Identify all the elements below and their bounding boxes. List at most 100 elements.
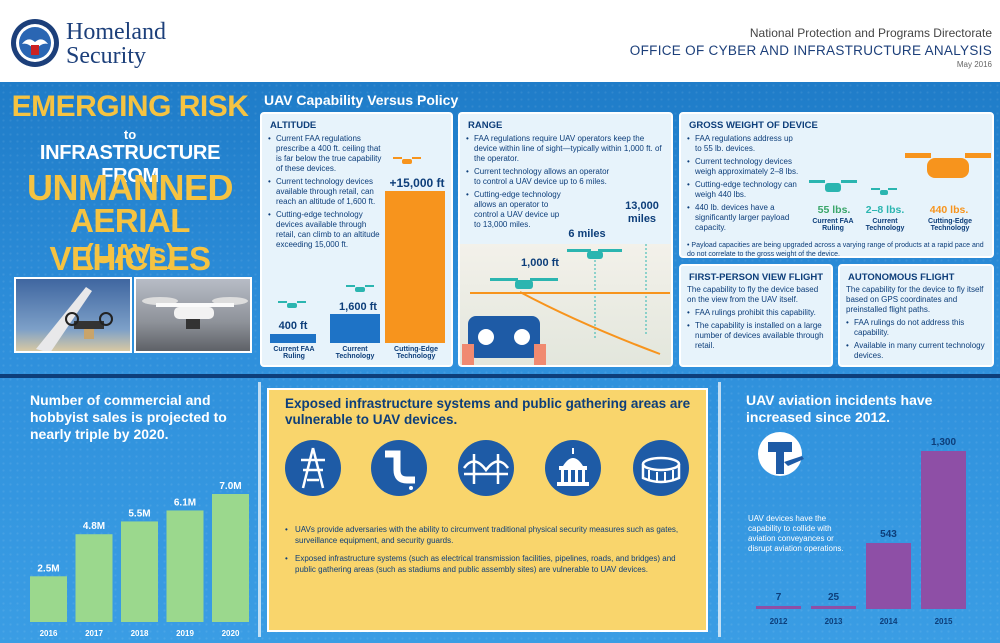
range-bullet: Cutting-edge technology allows an operat… <box>466 190 566 230</box>
capitol-icon <box>545 440 601 496</box>
altitude-bar-value: 1,600 ft <box>339 301 377 313</box>
pipeline-icon <box>371 440 427 496</box>
office-name: OFFICE OF CYBER AND INFRASTRUCTURE ANALY… <box>629 43 992 58</box>
column-divider <box>258 382 261 637</box>
range-title: RANGE <box>468 120 503 131</box>
altitude-bar <box>330 314 380 343</box>
drone-icon <box>809 180 857 192</box>
incidents-bar-value: 7 <box>776 592 782 603</box>
weight-bullet: FAA regulations address up to 55 lb. dev… <box>687 134 799 154</box>
agency-name: Homeland Security <box>66 19 166 69</box>
stadium-icon <box>633 440 689 496</box>
header: Homeland Security National Protection an… <box>0 0 1000 82</box>
fpv-bullet: FAA rulings prohibit this capability. <box>687 308 827 318</box>
altitude-bar <box>385 191 445 343</box>
sales-bar <box>75 534 113 622</box>
sales-bar-value: 5.5M <box>128 508 150 519</box>
incidents-chart: 7 2012 25 2013 543 2014 1,300 2015 <box>756 437 966 626</box>
bridge-icon <box>458 440 514 496</box>
exposed-bullet: Exposed infrastructure systems (such as … <box>285 554 695 575</box>
incidents-year-label: 2012 <box>770 617 788 626</box>
weight-title: GROSS WEIGHT OF DEVICE <box>689 120 818 131</box>
altitude-bullet: Current technology devices available thr… <box>268 177 388 207</box>
weight-note-text: Payload capacities are being upgraded ac… <box>687 242 984 258</box>
sales-bar-value: 2.5M <box>37 563 59 574</box>
bullet-mark: • <box>687 242 692 249</box>
sales-year-label: 2019 <box>176 629 194 638</box>
weight-bullet: 440 lb. devices have a significantly lar… <box>687 203 799 233</box>
incidents-bar-value: 543 <box>880 529 897 540</box>
altitude-bar-value: 400 ft <box>278 320 308 332</box>
weight-note: • Payload capacities are being upgraded … <box>687 242 992 259</box>
main-area: EMERGING RISK to INFRASTRUCTURE FROM UNM… <box>0 82 1000 643</box>
fpv-intro: The capability to fly the device based o… <box>687 285 819 304</box>
exposed-bullet: UAVs provide adversaries with the abilit… <box>285 525 695 546</box>
altitude-panel: ALTITUDE Current FAA regulations prescri… <box>260 112 453 367</box>
fpv-title: FIRST-PERSON VIEW FLIGHT <box>689 272 824 283</box>
range-text: FAA regulations require UAV operators ke… <box>466 134 666 233</box>
sales-chart: 2.5M 2016 4.8M 2017 5.5M 2018 6.1M 2019 7.0M 2020 <box>30 481 249 638</box>
range-bullet: FAA regulations require UAV operators ke… <box>466 134 666 164</box>
weight-label: Current FAA Ruling <box>812 218 854 232</box>
altitude-bar <box>270 334 316 343</box>
fpv-panel: FIRST-PERSON VIEW FLIGHT The capability … <box>679 264 833 367</box>
auto-intro: The capability for the device to fly its… <box>846 285 984 314</box>
header-right: National Protection and Programs Directo… <box>630 26 992 69</box>
aircraft-photo <box>14 277 132 353</box>
incidents-title: UAV aviation incidents have increased si… <box>746 392 933 425</box>
autonomous-panel: AUTONOMOUS FLIGHT The capability for the… <box>838 264 994 367</box>
altitude-bar-value: +15,000 ft <box>389 176 445 190</box>
sales-bar <box>30 576 67 622</box>
range-bullet: Current technology allows an operator to… <box>466 167 616 187</box>
weight-panel: GROSS WEIGHT OF DEVICE FAA regulations a… <box>679 112 994 258</box>
airplane-drone-icon <box>36 287 113 351</box>
sales-year-label: 2018 <box>131 629 149 638</box>
range-mark-label: 1,000 ft <box>521 257 559 269</box>
sales-bar <box>212 494 249 622</box>
weight-bullet: Current technology devices weigh approxi… <box>687 157 799 177</box>
altitude-bullet: Current FAA regulations prescribe a 400 … <box>268 134 388 174</box>
badge-line3: INFRASTRUCTURE FROM <box>39 142 221 187</box>
exposed-text: UAVs provide adversaries with the abilit… <box>285 525 695 583</box>
sales-year-label: 2020 <box>222 629 240 638</box>
altitude-bar-label: Current Technology <box>335 346 375 360</box>
sales-bar <box>166 510 204 622</box>
sales-bar-value: 4.8M <box>83 521 105 532</box>
sales-bar-value: 7.0M <box>219 481 241 492</box>
range-panel: RANGE FAA regulations require UAV operat… <box>458 112 673 367</box>
drone-photo <box>134 277 252 353</box>
auto-bullet: Available in many current technology dev… <box>846 341 990 361</box>
section-title: UAV Capability Versus Policy <box>264 92 459 108</box>
incidents-bar-value: 1,300 <box>931 437 956 448</box>
range-mark-label: 6 miles <box>568 228 606 240</box>
dhs-seal-icon <box>11 19 59 67</box>
sales-bar-value: 6.1M <box>174 497 196 508</box>
weight-bullet: Cutting-edge technology can weigh 440 lb… <box>687 180 799 200</box>
divider <box>0 374 1000 378</box>
fpv-text: The capability to fly the device based o… <box>687 285 827 354</box>
sales-year-label: 2017 <box>85 629 103 638</box>
badge-line5: AERIAL VEHICLES <box>49 202 211 277</box>
control-tower-icon <box>758 432 804 476</box>
publish-date: May 2016 <box>956 60 992 69</box>
incidents-note: UAV devices have the capability to colli… <box>748 514 844 553</box>
incidents-year-label: 2013 <box>825 617 843 626</box>
weight-label: Current Technology <box>865 218 905 232</box>
drone-icon <box>278 301 306 308</box>
drone-icon <box>871 188 897 195</box>
column-divider <box>718 382 721 637</box>
badge-line1: EMERGING RISK <box>11 90 249 123</box>
drone-icon <box>905 153 991 178</box>
drone-icon <box>393 157 421 164</box>
altitude-text: Current FAA regulations prescribe a 400 … <box>268 134 388 253</box>
sales-title: Number of commercial and hobbyist sales … <box>30 392 227 442</box>
incidents-bar-value: 25 <box>828 592 840 603</box>
drone-icon <box>142 297 248 329</box>
altitude-title: ALTITUDE <box>270 120 317 131</box>
weight-value: 2–8 lbs. <box>865 204 905 216</box>
weight-value: 55 lbs. <box>817 204 851 216</box>
weight-label: Cutting-Edge Technology <box>928 218 972 232</box>
incidents-year-label: 2014 <box>880 617 898 626</box>
directorate: National Protection and Programs Directo… <box>749 26 992 40</box>
